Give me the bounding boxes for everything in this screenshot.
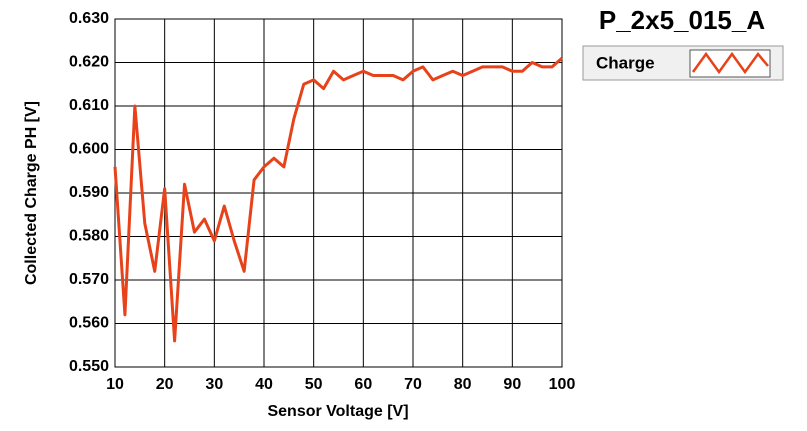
x-tick-label: 100 xyxy=(549,376,576,393)
legend-swatch xyxy=(691,51,769,75)
x-tick-label: 90 xyxy=(503,376,521,393)
y-tick-label: 0.610 xyxy=(69,97,109,114)
y-tick-label: 0.560 xyxy=(69,315,109,332)
x-tick-label: 70 xyxy=(404,376,422,393)
x-tick-label: 60 xyxy=(354,376,372,393)
x-axis-label: Sensor Voltage [V] xyxy=(267,403,408,420)
y-tick-label: 0.630 xyxy=(69,10,109,27)
x-tick-label: 50 xyxy=(305,376,323,393)
x-tick-label: 80 xyxy=(454,376,472,393)
y-tick-label: 0.600 xyxy=(69,141,109,158)
y-tick-label: 0.590 xyxy=(69,184,109,201)
plot-frame xyxy=(114,18,563,368)
legend: Charge xyxy=(582,45,784,81)
y-tick-label: 0.580 xyxy=(69,228,109,245)
y-tick-label: 0.570 xyxy=(69,271,109,288)
chart-title: P_2x5_015_A xyxy=(599,5,765,35)
y-tick-label: 0.620 xyxy=(69,54,109,71)
y-axis-label: Collected Charge PH [V] xyxy=(23,101,40,285)
x-tick-label: 20 xyxy=(156,376,174,393)
data-line xyxy=(113,57,563,343)
x-tick-label: 40 xyxy=(255,376,273,393)
x-tick-label: 30 xyxy=(205,376,223,393)
y-tick-label: 0.550 xyxy=(69,358,109,375)
x-tick-label: 10 xyxy=(106,376,124,393)
legend-label: Charge xyxy=(596,53,655,72)
